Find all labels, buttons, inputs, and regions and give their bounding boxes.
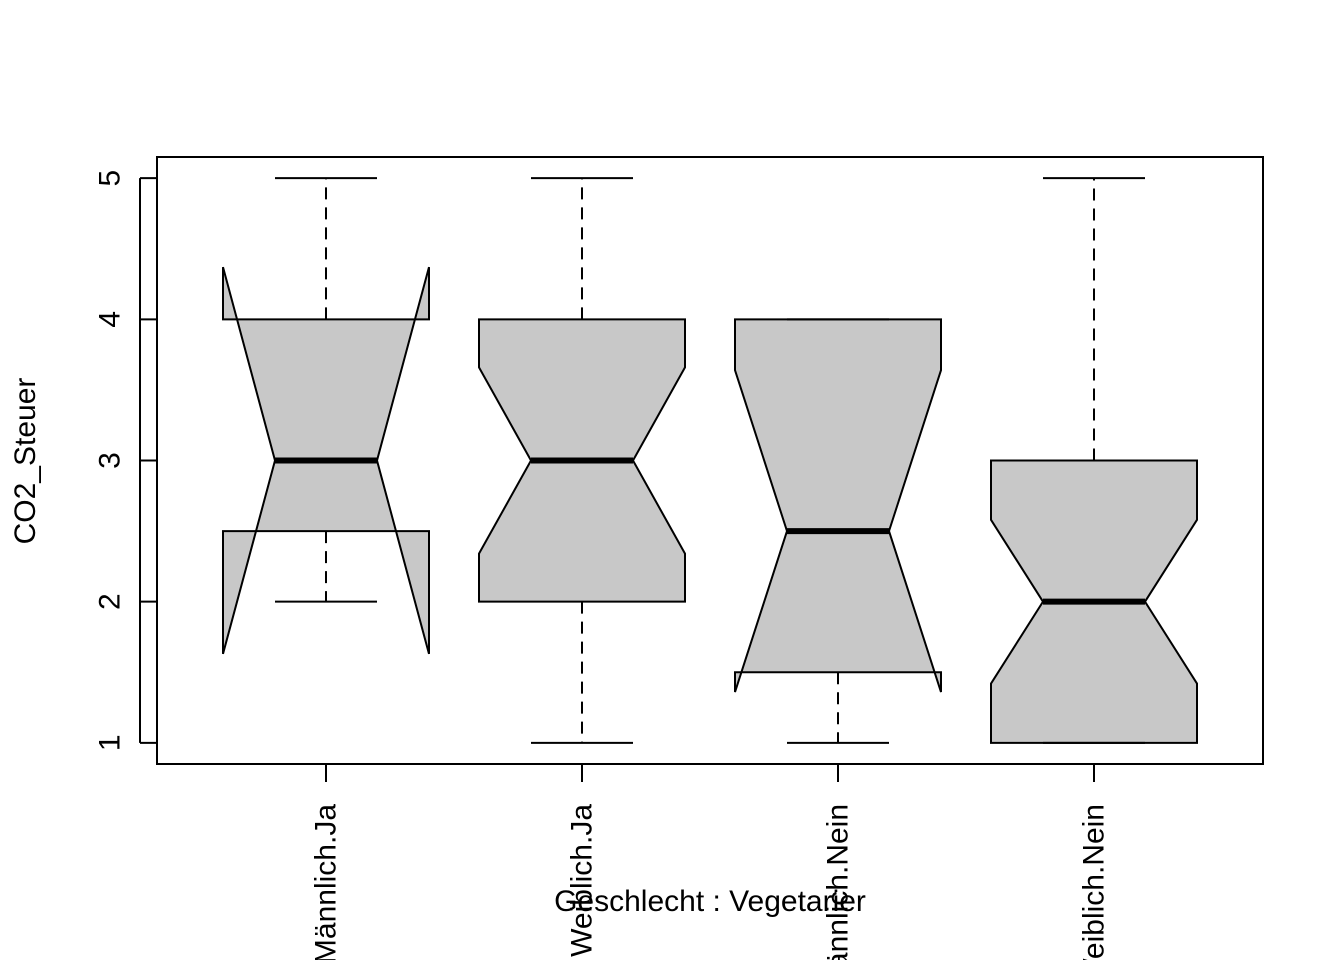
x-tick-label-weiblich-ja: Weiblich.Ja — [566, 804, 599, 957]
y-tick-label-2: 2 — [94, 593, 127, 610]
x-tick-label-m-nnlich-nein: Männlich.Nein — [822, 804, 855, 960]
box-weiblich-nein — [990, 177, 1198, 744]
y-axis: 1 2 3 4 5 — [94, 170, 157, 751]
box-series — [222, 177, 1198, 744]
y-tick-label-5: 5 — [94, 170, 127, 187]
x-axis: Männlich.Ja Weiblich.Ja Männlich.Nein Weibl… — [310, 763, 1111, 965]
x-tick-label-weiblich-nein: Weiblich.Nein — [1078, 804, 1111, 960]
y-tick-label-4: 4 — [94, 311, 127, 328]
box-m-nnlich-ja — [222, 177, 430, 655]
x-axis-label: Geschlecht : Vegetarier — [554, 885, 866, 918]
y-tick-label-3: 3 — [94, 452, 127, 469]
y-tick-label-1: 1 — [94, 734, 127, 751]
y-axis-label: CO2_Steuer — [9, 378, 42, 545]
box-weiblich-ja — [478, 177, 686, 744]
x-tick-label-m-nnlich-ja: Männlich.Ja — [310, 804, 343, 960]
notched-box — [734, 318, 942, 693]
box-m-nnlich-nein — [734, 318, 942, 744]
